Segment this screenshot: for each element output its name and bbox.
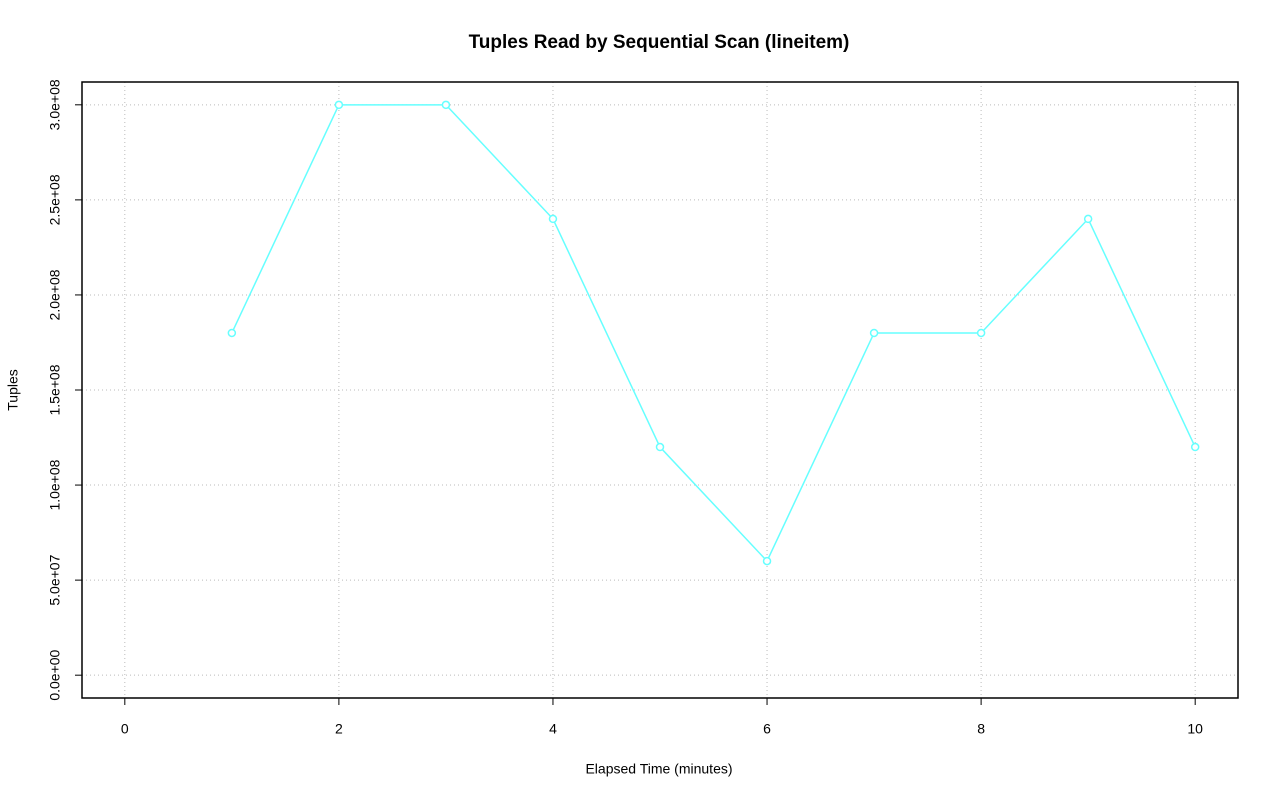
point — [548, 214, 558, 224]
chart-title: Tuples Read by Sequential Scan (lineitem… — [469, 32, 850, 53]
point — [762, 556, 772, 566]
x-tick-label: 6 — [763, 721, 771, 737]
x-tick-label: 10 — [1187, 721, 1203, 737]
point — [441, 100, 451, 110]
point — [976, 328, 986, 338]
y-tick-label: 2.5e+08 — [47, 174, 63, 225]
point — [1190, 442, 1200, 452]
y-tick-label: 0.0e+00 — [47, 649, 63, 700]
y-tick-label: 1.0e+08 — [47, 459, 63, 510]
point — [869, 328, 879, 338]
plot-frame — [81, 81, 1239, 699]
x-tick-label: 2 — [335, 721, 343, 737]
x-tick-label: 4 — [549, 721, 557, 737]
point — [227, 328, 237, 338]
y-axis-label: Tuples — [5, 369, 21, 411]
y-tick-label: 3.0e+08 — [47, 79, 63, 130]
line — [231, 104, 1196, 563]
point — [655, 442, 665, 452]
x-tick-label: 8 — [977, 721, 985, 737]
x-tick-label: 0 — [121, 721, 129, 737]
y-tick-label: 1.5e+08 — [47, 364, 63, 415]
point — [1083, 214, 1093, 224]
y-tick-label: 5.0e+07 — [47, 554, 63, 605]
y-tick-label: 2.0e+08 — [47, 269, 63, 320]
x-axis-label: Elapsed Time (minutes) — [585, 761, 732, 777]
point — [334, 100, 344, 110]
